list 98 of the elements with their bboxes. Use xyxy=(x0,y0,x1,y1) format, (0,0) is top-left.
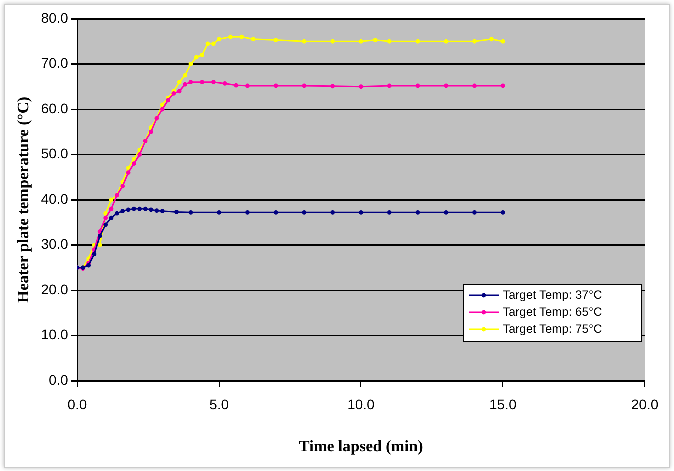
point xyxy=(188,210,194,215)
point xyxy=(472,84,477,88)
point xyxy=(183,82,188,87)
point xyxy=(120,209,126,214)
y-tick-label: 50.0 xyxy=(41,146,69,162)
y-tick-label: 60.0 xyxy=(41,100,69,116)
y-axis-title: Heater plate temperature (°C) xyxy=(16,96,33,304)
point xyxy=(302,210,307,215)
point xyxy=(472,210,477,215)
point xyxy=(132,206,136,212)
y-tick-label: 80.0 xyxy=(41,10,69,26)
point xyxy=(472,39,477,44)
point xyxy=(126,170,131,176)
point xyxy=(114,211,120,216)
point xyxy=(109,216,114,220)
point xyxy=(416,39,420,44)
point xyxy=(373,38,378,42)
point xyxy=(177,89,182,94)
point xyxy=(126,208,131,212)
point xyxy=(160,209,165,214)
point xyxy=(240,34,244,40)
point xyxy=(500,84,506,88)
point xyxy=(104,216,108,220)
point xyxy=(92,252,97,256)
point xyxy=(490,37,494,42)
point xyxy=(183,73,188,78)
legend-label: Target Temp: 75°C xyxy=(503,322,603,336)
point xyxy=(330,84,336,89)
point xyxy=(274,210,278,215)
point xyxy=(154,208,160,214)
point xyxy=(160,107,165,112)
point xyxy=(149,130,154,134)
point xyxy=(387,210,392,215)
point xyxy=(211,80,216,85)
point xyxy=(149,208,154,212)
point xyxy=(188,62,194,66)
y-tick-label: 30.0 xyxy=(41,236,69,252)
point xyxy=(387,39,392,44)
point xyxy=(444,210,449,215)
y-tick-label: 10.0 xyxy=(41,326,69,343)
point xyxy=(359,84,364,90)
point xyxy=(120,184,126,189)
point xyxy=(416,84,420,88)
point xyxy=(444,84,449,88)
point xyxy=(109,206,114,212)
x-tick-label: 10.0 xyxy=(348,396,376,412)
point xyxy=(166,98,170,103)
point xyxy=(217,210,222,215)
point xyxy=(200,53,205,58)
point xyxy=(500,210,506,215)
point xyxy=(126,166,131,171)
point xyxy=(234,83,239,88)
point xyxy=(274,38,278,42)
point xyxy=(330,39,336,44)
point xyxy=(251,37,256,42)
legend-label: Target Temp: 65°C xyxy=(503,304,603,319)
point xyxy=(359,39,364,44)
point xyxy=(109,198,114,202)
point xyxy=(132,157,136,162)
point xyxy=(387,84,392,88)
point xyxy=(222,82,228,86)
point xyxy=(98,234,102,238)
point xyxy=(104,211,108,216)
point xyxy=(138,206,142,212)
point xyxy=(143,206,148,212)
point xyxy=(98,243,102,248)
point xyxy=(104,222,108,228)
y-tick-label: 20.0 xyxy=(41,281,69,298)
point xyxy=(211,42,216,46)
point xyxy=(274,84,278,88)
point xyxy=(444,39,449,44)
point xyxy=(174,210,179,214)
point xyxy=(416,210,420,215)
point xyxy=(138,152,142,157)
y-tick-label: 0.0 xyxy=(48,372,69,388)
point xyxy=(132,162,136,166)
x-tick-label: 20.0 xyxy=(631,396,659,412)
x-axis-title: Time lapsed (min) xyxy=(299,438,424,456)
point xyxy=(200,80,205,85)
point xyxy=(302,39,307,44)
point xyxy=(246,210,250,215)
point xyxy=(500,39,506,44)
point xyxy=(246,84,250,88)
legend-label: Target Temp: 37°C xyxy=(503,288,603,302)
point xyxy=(217,37,222,42)
point xyxy=(228,34,233,40)
point xyxy=(194,55,199,60)
x-tick-label: 0.0 xyxy=(68,396,88,412)
point xyxy=(359,210,364,215)
point xyxy=(177,80,182,85)
point xyxy=(330,210,336,215)
y-tick-label: 40.0 xyxy=(41,190,69,207)
x-tick-label: 5.0 xyxy=(210,396,230,412)
point xyxy=(302,84,307,88)
x-tick-label: 15.0 xyxy=(489,396,517,412)
point xyxy=(206,42,210,46)
point xyxy=(188,80,194,85)
y-tick-label: 70.0 xyxy=(41,55,69,72)
